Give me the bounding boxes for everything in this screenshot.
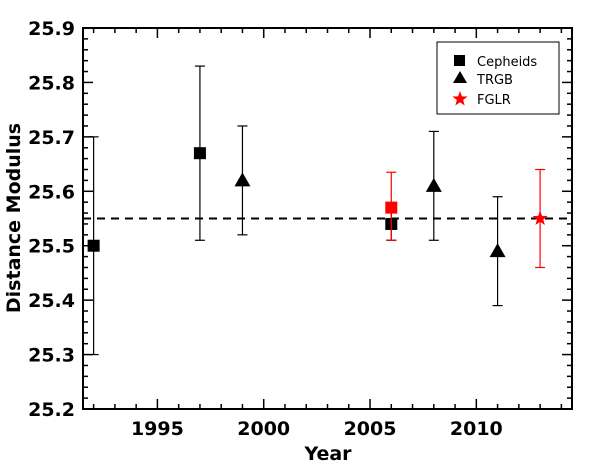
data-points [87, 65, 548, 356]
legend-marker-cepheids [454, 55, 465, 66]
x-axis-label: Year [303, 443, 352, 465]
y-tick-label: 25.4 [28, 290, 75, 312]
x-tick-label: 1995 [131, 418, 184, 440]
legend-marker-trgb [453, 71, 467, 83]
y-tick-label: 25.3 [28, 345, 75, 367]
data-point-triangle [425, 177, 442, 192]
y-tick-label: 25.9 [28, 18, 75, 40]
legend-marker-fglr [452, 91, 468, 106]
data-point-triangle [234, 172, 251, 187]
x-tick-label: 2000 [237, 418, 290, 440]
x-tick-label: 2005 [344, 418, 397, 440]
data-point-square [193, 147, 206, 160]
data-point-triangle [489, 243, 506, 258]
y-tick-label: 25.7 [28, 127, 75, 149]
major-ticks [83, 27, 572, 410]
y-tick-label: 25.5 [28, 236, 75, 258]
legend-label-fglr: FGLR [477, 93, 511, 108]
y-tick-label: 25.6 [28, 181, 75, 203]
legend-label-cepheids: Cepheids [477, 55, 537, 70]
y-tick-label: 25.8 [28, 72, 75, 94]
tick-labels: 1995 2000 2005 2010 25.2 25.3 25.4 25.5 25.6 25.7… [28, 18, 503, 440]
x-tick-label: 2010 [450, 418, 503, 440]
data-point-square [87, 239, 100, 252]
data-point-square [385, 201, 398, 214]
y-axis-label: Distance Modulus [3, 123, 25, 313]
legend-label-trgb: TRGB [476, 73, 513, 88]
minor-ticks [83, 28, 572, 409]
y-tick-label: 25.2 [28, 399, 75, 421]
data-point-star [532, 210, 548, 225]
legend: Cepheids TRGB FGLR [436, 41, 560, 115]
